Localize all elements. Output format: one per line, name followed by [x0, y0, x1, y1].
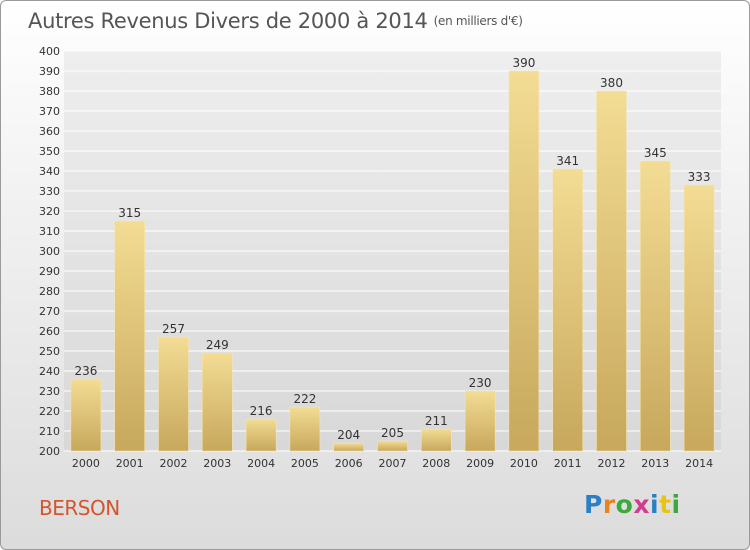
x-tick-label: 2008 [422, 457, 450, 470]
chart-title-text: Autres Revenus Divers de 2000 à 2014 [28, 9, 428, 33]
x-axis-ticks: 2000 2001 2002 2003 2004 2005 2006 2007 2008 2009… [72, 457, 713, 470]
x-tick-label: 2012 [598, 457, 626, 470]
y-tick-label: 340 [39, 165, 60, 178]
x-tick-label: 2011 [554, 457, 582, 470]
y-tick-label: 360 [39, 125, 60, 138]
bar [596, 90, 627, 452]
bar [640, 160, 671, 452]
bar [333, 442, 364, 452]
y-tick-label: 200 [39, 445, 60, 458]
x-tick-label: 2010 [510, 457, 538, 470]
x-tick-label: 2002 [160, 457, 188, 470]
logo-letter: x [633, 490, 650, 519]
data-label: 222 [293, 392, 316, 406]
data-label: 211 [425, 414, 448, 428]
logo-letter: P [584, 490, 603, 519]
y-tick-label: 270 [39, 305, 60, 318]
bar [464, 390, 496, 452]
bar [552, 168, 583, 452]
bar [114, 220, 145, 452]
y-tick-label: 250 [39, 345, 60, 358]
data-label: 249 [206, 338, 229, 352]
data-label: 341 [556, 154, 579, 168]
x-tick-label: 2003 [203, 457, 231, 470]
chart-unit: (en milliers d'€) [433, 14, 523, 28]
y-tick-label: 220 [39, 405, 60, 418]
bar [70, 378, 102, 452]
chart-title: Autres Revenus Divers de 2000 à 2014 (en … [28, 9, 523, 33]
data-label: 315 [118, 206, 141, 220]
bar [202, 352, 233, 452]
data-label: 390 [512, 56, 535, 70]
proxiti-logo: Proxiti [584, 490, 681, 519]
y-axis-ticks: 200 210 220 230 240 250 260 270 280 290 300 310 320 3… [39, 45, 60, 458]
logo-letter: i [650, 490, 660, 519]
y-tick-label: 290 [39, 265, 60, 278]
data-label: 345 [644, 146, 667, 160]
data-label: 333 [688, 170, 711, 184]
y-tick-label: 280 [39, 285, 60, 298]
y-tick-label: 210 [39, 425, 60, 438]
data-label: 204 [337, 428, 360, 442]
x-tick-label: 2007 [379, 457, 407, 470]
x-tick-label: 2001 [116, 457, 144, 470]
y-tick-label: 310 [39, 225, 60, 238]
logo-letter: t [659, 490, 672, 519]
bar [508, 70, 540, 452]
y-tick-label: 400 [39, 45, 60, 58]
y-tick-label: 330 [39, 185, 60, 198]
logo-letter: r [602, 490, 616, 519]
y-tick-label: 300 [39, 245, 60, 258]
x-tick-label: 2013 [641, 457, 669, 470]
x-tick-label: 2006 [335, 457, 363, 470]
data-label: 380 [600, 76, 623, 90]
y-tick-label: 320 [39, 205, 60, 218]
data-labels: 236 315 257 249 216 222 204 205 211 230 390 341 380 3… [74, 56, 710, 442]
commune-name: BERSON [39, 496, 120, 520]
y-tick-label: 240 [39, 365, 60, 378]
y-tick-label: 260 [39, 325, 60, 338]
x-tick-label: 2005 [291, 457, 319, 470]
bar [683, 184, 715, 452]
y-tick-label: 230 [39, 385, 60, 398]
y-tick-label: 370 [39, 105, 60, 118]
x-tick-label: 2014 [685, 457, 713, 470]
bar [377, 440, 408, 452]
data-label: 216 [250, 404, 273, 418]
bars [70, 70, 715, 452]
x-tick-label: 2004 [247, 457, 275, 470]
logo-letter: i [671, 490, 681, 519]
x-tick-label: 2009 [466, 457, 494, 470]
data-label: 205 [381, 426, 404, 440]
data-label: 236 [74, 364, 97, 378]
bar [421, 428, 452, 452]
y-tick-label: 380 [39, 85, 60, 98]
y-tick-label: 390 [39, 65, 60, 78]
bar [158, 336, 189, 452]
bar [245, 418, 277, 452]
x-tick-label: 2000 [72, 457, 100, 470]
bar [289, 406, 321, 452]
logo-letter: o [615, 490, 634, 519]
y-tick-label: 350 [39, 145, 60, 158]
data-label: 230 [469, 376, 492, 390]
data-label: 257 [162, 322, 185, 336]
